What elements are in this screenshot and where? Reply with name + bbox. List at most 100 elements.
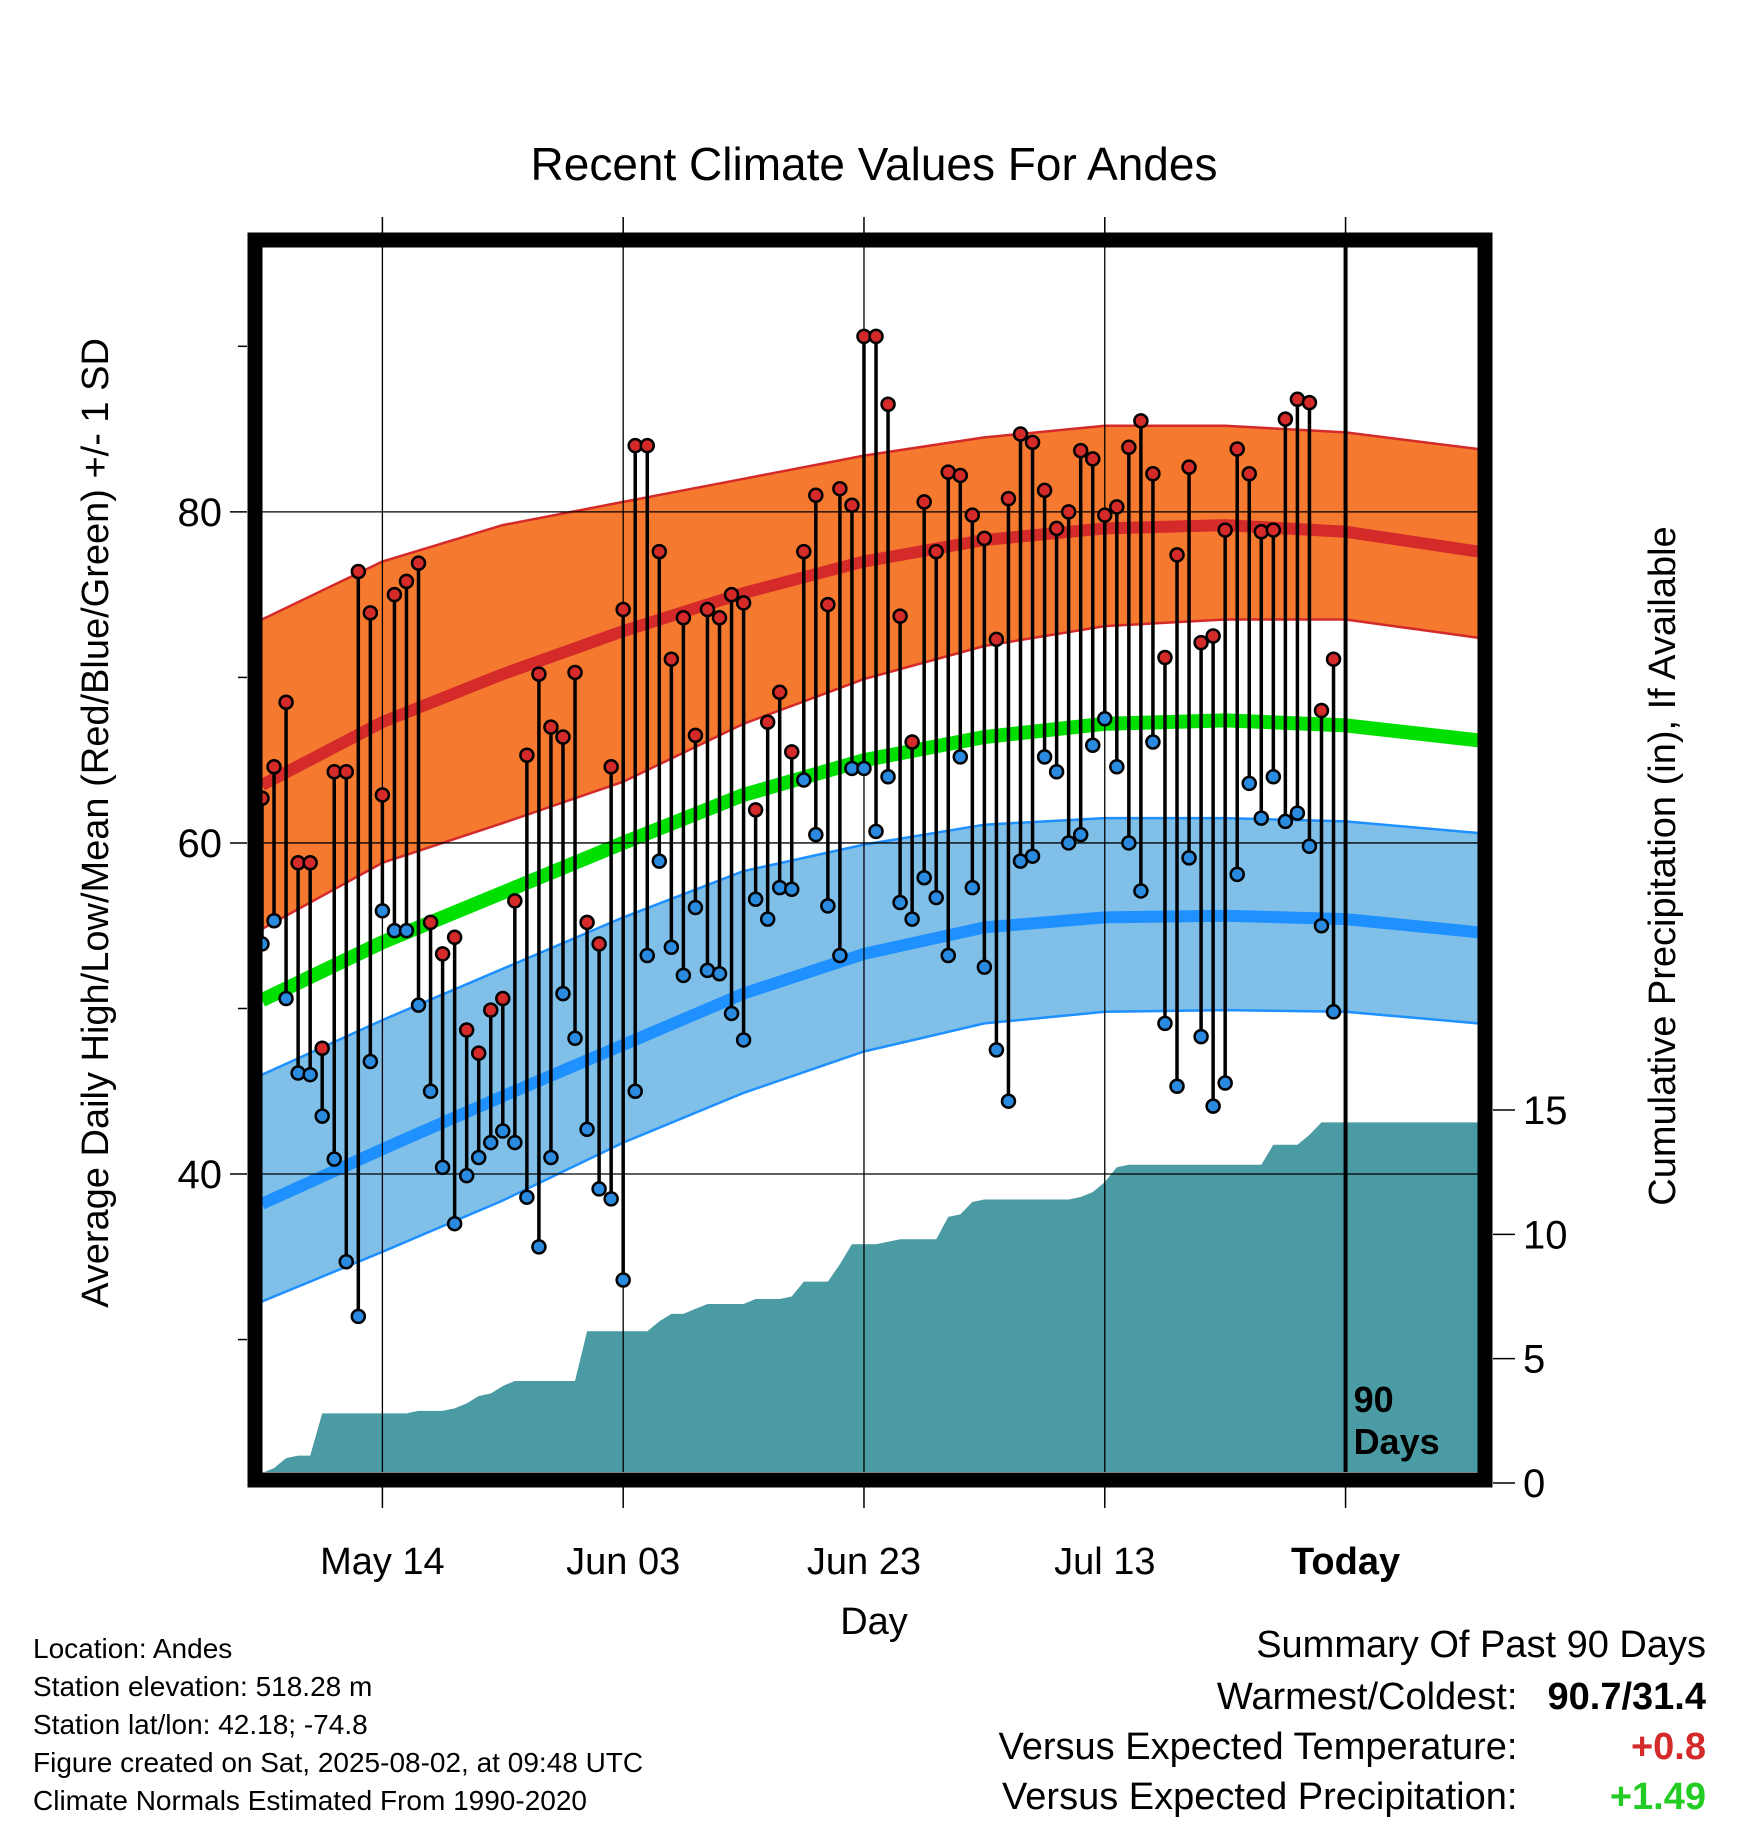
low-point [928,889,944,906]
high-point [1121,439,1137,456]
low-point [302,1066,318,1083]
low-point [796,772,812,788]
high-point [796,543,812,560]
high-point [808,487,824,504]
high-point [699,601,716,618]
normals-text: Climate Normals Estimated From 1990-2020 [33,1785,587,1816]
high-point [1133,413,1149,429]
x-tick-label: Today [1291,1541,1400,1583]
low-point [1000,1093,1017,1109]
station-info: Location: Andes Station elevation: 518.2… [33,1630,643,1820]
today-days-label: Days [1354,1421,1440,1462]
low-point [458,1167,475,1184]
low-point [627,1083,643,1100]
high-point [603,759,619,775]
low-point [603,1191,619,1207]
low-point [663,939,680,955]
low-point [326,1151,342,1167]
high-point [446,929,463,946]
low-point [531,1239,547,1255]
low-point [735,1032,752,1048]
high-point [434,946,451,962]
high-point [266,759,282,775]
precipitation-area [264,1122,1478,1472]
low-point [422,1083,439,1100]
y2-axis-label: Cumulative Precipitation (in), If Availa… [1642,526,1684,1205]
high-point [1060,504,1077,520]
high-point [314,1040,330,1056]
high-point [783,744,800,760]
high-point [543,719,559,735]
high-point [1084,451,1101,467]
low-point [639,947,656,964]
low-point [747,891,764,907]
high-point [338,764,355,780]
low-point [266,913,282,929]
x-tick-label: Jul 13 [1054,1541,1155,1583]
low-point [446,1215,463,1232]
high-point [579,914,595,931]
high-point [483,1002,499,1018]
y2-tick-label: 10 [1523,1213,1568,1257]
y-tick-label: 40 [178,1153,223,1197]
low-point [350,1308,367,1325]
high-point [964,507,981,523]
high-point [1229,441,1245,457]
low-point [1133,883,1149,899]
temperature-label: Versus Expected Temperature: [998,1726,1518,1768]
high-point [1048,520,1065,537]
low-point [1157,1015,1173,1032]
low-point [759,911,776,927]
y-tick-label: 60 [178,822,223,866]
warmest-coldest-value: 90.7/31.4 [1547,1676,1706,1718]
low-point [1241,775,1257,792]
precipitation-label: Versus Expected Precipitation: [1002,1776,1518,1818]
high-point [555,729,571,745]
high-point [302,855,318,871]
low-point [1217,1075,1233,1091]
high-point [1325,651,1342,667]
low-point [495,1123,511,1139]
high-point [362,605,379,621]
low-point [868,823,884,840]
low-point [1121,835,1137,851]
high-point [747,802,764,818]
high-point [928,543,944,560]
high-point [1265,522,1282,538]
high-point [1097,507,1113,523]
high-point [759,714,776,730]
low-point [1097,711,1113,727]
high-point [844,497,860,513]
low-point [783,881,800,898]
high-point [1205,628,1221,644]
high-point [1241,466,1257,482]
created-text: Figure created on Sat, 2025-08-02, at 09… [33,1747,644,1778]
low-point [1313,917,1330,934]
low-point [374,903,391,919]
high-point [350,563,367,580]
high-point [651,543,668,560]
high-point [1313,702,1330,719]
low-point [410,997,427,1013]
low-point [362,1053,379,1070]
low-point [1253,810,1270,826]
low-point [723,1005,740,1022]
plot-frame [247,232,1493,1488]
high-point [976,530,993,547]
low-point [1265,768,1282,785]
high-point [880,396,896,413]
low-point [398,922,415,939]
low-point [591,1181,607,1197]
high-point [1301,394,1318,411]
low-point [555,985,571,1002]
x-tick-label: May 14 [320,1541,445,1583]
precipitation-value: +1.49 [1609,1776,1706,1818]
summary-temperature: Versus Expected Temperature: +0.8 [999,1726,1706,1769]
summary-title: Summary Of Past 90 Days [1256,1624,1706,1666]
high-point [410,555,427,571]
high-point [386,586,403,603]
low-point [964,879,981,896]
high-point [832,480,848,497]
summary-precipitation: Versus Expected Precipitation: +1.49 [1002,1776,1706,1819]
elevation-text: Station elevation: 518.28 m [33,1671,373,1702]
